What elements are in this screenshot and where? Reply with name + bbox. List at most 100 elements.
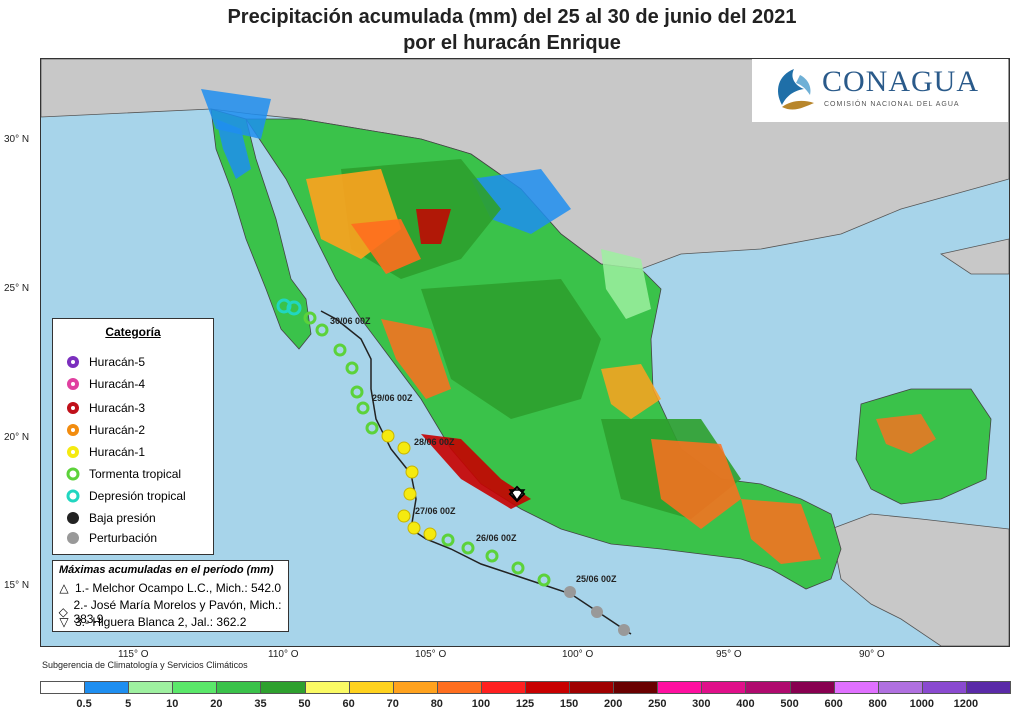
lon-tick-115: 115° O	[118, 649, 149, 660]
low-pressure-icon	[63, 509, 83, 527]
conagua-logo: CONAGUA COMISIÓN NACIONAL DEL AGUA	[752, 59, 1008, 122]
track-label-25-06: 25/06 00Z	[576, 574, 617, 584]
colorbar-label: 5	[125, 698, 132, 710]
colorbar-segment	[965, 681, 1011, 694]
logo-name: CONAGUA	[822, 65, 979, 98]
maxima-item-1: △ 1.- Melchor Ocampo L.C., Mich.: 542.0	[57, 581, 281, 595]
track-label-30-06: 30/06 00Z	[330, 316, 371, 326]
lon-tick-100: 100° O	[562, 649, 594, 660]
colorbar-segment	[745, 681, 791, 694]
legend-label: Huracán-5	[89, 355, 146, 369]
colorbar-label: 500	[780, 698, 799, 710]
maxima-box: Máximas acumuladas en el período (mm) △ …	[52, 560, 289, 632]
colorbar-label: 1000	[909, 698, 935, 710]
colorbar-label: 600	[824, 698, 843, 710]
colorbar-label: 100	[471, 698, 491, 710]
colorbar-segment	[701, 681, 747, 694]
track-label-26-06: 26/06 00Z	[476, 533, 517, 543]
precipitation-map	[40, 58, 1010, 647]
colorbar-segment	[657, 681, 703, 694]
logo-subtitle: COMISIÓN NACIONAL DEL AGUA	[824, 101, 960, 108]
colorbar-label: 80	[430, 698, 443, 710]
colorbar-segment	[348, 681, 394, 694]
tropical-depression-markers	[276, 298, 302, 316]
legend-item-hurricane-4: Huracán-4	[63, 375, 145, 393]
legend-item-disturbance: Perturbación	[63, 529, 157, 547]
disturbance-icon	[63, 529, 83, 547]
colorbar-label: 35	[254, 698, 267, 710]
legend-item-tropical-storm: Tormenta tropical	[63, 465, 181, 483]
colorbar-label: 800	[868, 698, 887, 710]
colorbar-segment	[613, 681, 659, 694]
hurricane-5-icon	[63, 353, 83, 371]
hurricane-1-icon	[63, 443, 83, 461]
legend-item-hurricane-1: Huracán-1	[63, 443, 145, 461]
lat-tick-30: 30° N	[4, 134, 30, 145]
colorbar-segment	[789, 681, 835, 694]
triangle-up-icon: △	[59, 581, 69, 595]
map-title-line1: Precipitación acumulada (mm) del 25 al 3…	[227, 6, 797, 28]
colorbar-label: 150	[559, 698, 579, 710]
lon-tick-95: 95° O	[716, 649, 742, 660]
category-legend: Categoría Huracán-5 Huracán-4 Huracán-3 …	[52, 318, 214, 555]
legend-label: Depresión tropical	[89, 489, 186, 503]
legend-label: Baja presión	[89, 511, 156, 525]
disturbance-markers	[564, 586, 630, 636]
colorbar-label: 50	[298, 698, 311, 710]
maxima-item-2: ◇ 2.- José María Morelos y Pavón, Mich.:…	[57, 598, 288, 626]
legend-label: Huracán-3	[89, 401, 146, 415]
lon-tick-105: 105° O	[415, 649, 447, 660]
track-label-29-06: 29/06 00Z	[372, 393, 413, 403]
track-label-28-06: 28/06 00Z	[414, 437, 455, 447]
tropical-storm-markers	[303, 311, 551, 587]
maxima-item-3: ▽ 3.- Higuera Blanca 2, Jal.: 362.2	[57, 615, 246, 629]
legend-item-hurricane-5: Huracán-5	[63, 353, 145, 371]
hurricane-1-markers	[381, 429, 437, 541]
colorbar-label: 10	[166, 698, 179, 710]
lat-tick-15: 15° N	[4, 580, 30, 591]
legend-item-tropical-depression: Depresión tropical	[63, 487, 186, 505]
colorbar-segment	[216, 681, 262, 694]
legend-item-hurricane-3: Huracán-3	[63, 399, 145, 417]
colorbar-segment	[84, 681, 130, 694]
colorbar-label: 60	[342, 698, 355, 710]
hurricane-4-icon	[63, 375, 83, 393]
legend-item-low-pressure: Baja presión	[63, 509, 156, 527]
colorbar-segment	[304, 681, 350, 694]
colorbar-label: 400	[736, 698, 755, 710]
colorbar-segment	[40, 681, 86, 694]
colorbar-segment	[172, 681, 218, 694]
legend-label: Perturbación	[89, 531, 158, 545]
colorbar-segment	[525, 681, 571, 694]
lon-tick-110: 110° O	[268, 649, 299, 660]
legend-title: Categoría	[105, 325, 161, 339]
colorbar-label: 0.5	[76, 698, 92, 710]
colorbar-segment	[569, 681, 615, 694]
tropical-depression-icon	[63, 487, 83, 505]
maxima-text: 3.- Higuera Blanca 2, Jal.: 362.2	[75, 615, 247, 629]
legend-label: Tormenta tropical	[89, 467, 182, 481]
colorbar-label: 300	[692, 698, 711, 710]
precipitation-colorbar	[40, 681, 1011, 694]
colorbar-label: 250	[648, 698, 667, 710]
colorbar-label: 70	[386, 698, 399, 710]
colorbar-segment	[436, 681, 482, 694]
legend-item-hurricane-2: Huracán-2	[63, 421, 145, 439]
lat-tick-20: 20° N	[4, 432, 30, 443]
credit-text: Subgerencia de Climatología y Servicios …	[42, 660, 248, 670]
central-america-landmass	[830, 513, 1009, 646]
colorbar-segment	[921, 681, 967, 694]
cuba-landmass	[939, 238, 1009, 275]
colorbar-label: 200	[603, 698, 623, 710]
colorbar-segment	[480, 681, 526, 694]
colorbar-segment	[128, 681, 174, 694]
map-title-line2: por el huracán Enrique	[403, 32, 621, 54]
legend-label: Huracán-1	[89, 445, 146, 459]
maxima-text: 2.- José María Morelos y Pavón, Mich.: 3…	[73, 598, 282, 626]
maxima-title: Máximas acumuladas en el período (mm)	[59, 564, 274, 576]
colorbar-segment	[877, 681, 923, 694]
conagua-emblem-icon	[778, 69, 814, 110]
hurricane-3-icon	[63, 399, 83, 417]
maxima-text: 1.- Melchor Ocampo L.C., Mich.: 542.0	[75, 581, 282, 595]
